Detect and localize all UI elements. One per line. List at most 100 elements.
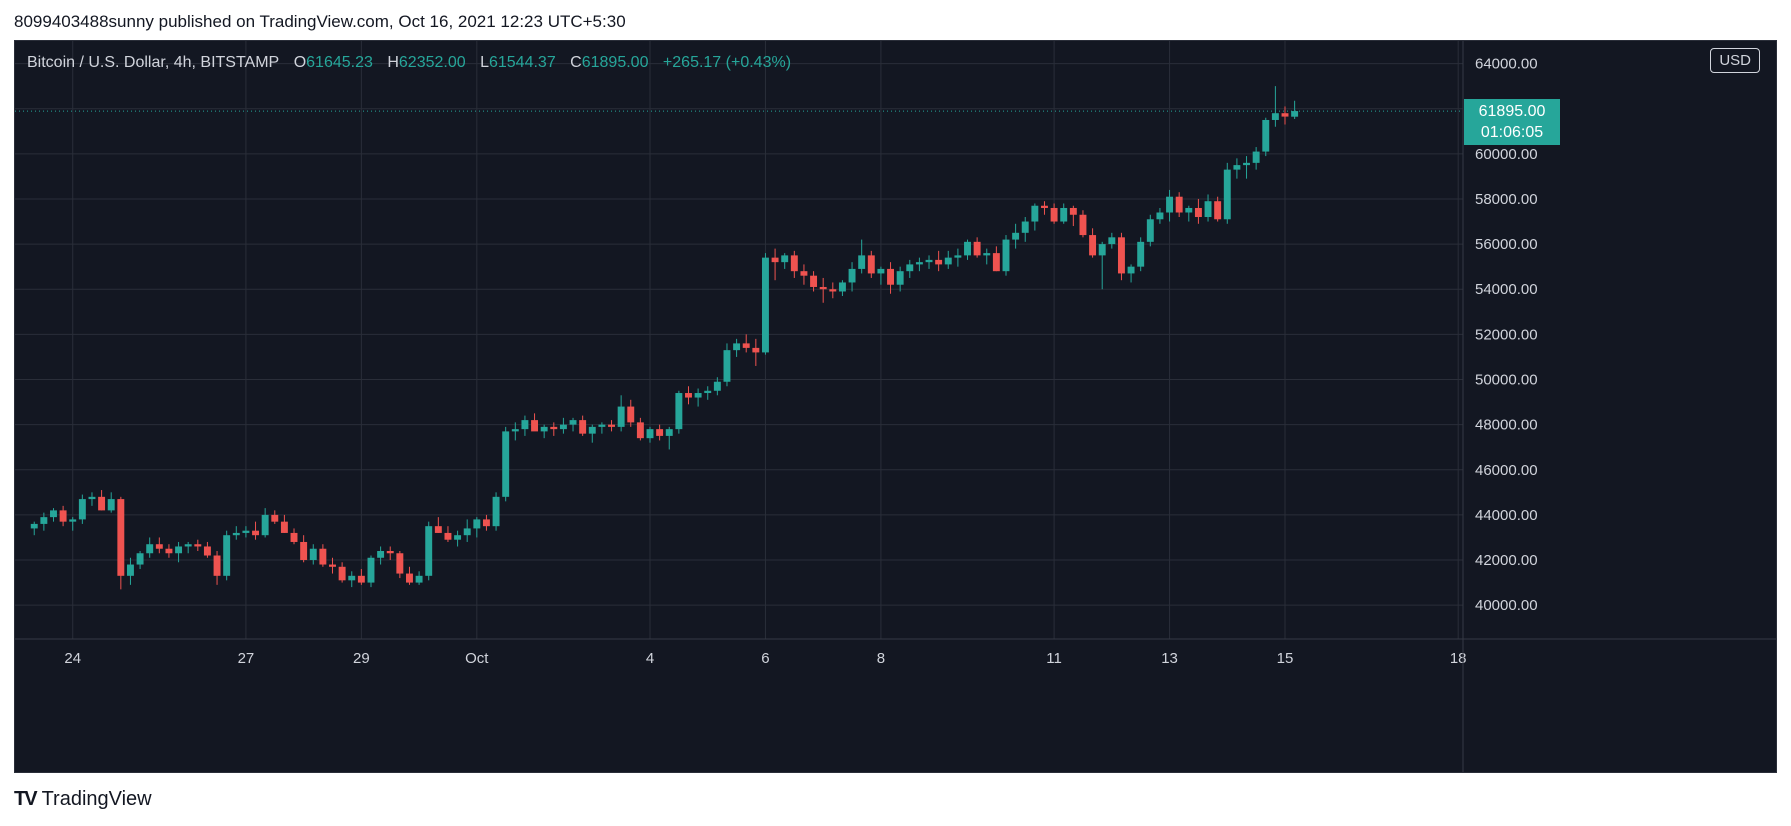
candle-up <box>1243 156 1250 179</box>
candle-up <box>146 537 154 558</box>
currency-button[interactable]: USD <box>1710 48 1760 73</box>
footer-brand[interactable]: TV TradingView <box>14 788 152 811</box>
candle-body <box>867 255 875 274</box>
candle-up <box>858 239 866 274</box>
candle-body <box>1204 201 1212 218</box>
candle-up <box>1137 237 1145 272</box>
candle-down <box>300 535 308 563</box>
candle-up <box>30 521 38 536</box>
candle-up <box>50 508 57 522</box>
candle-body <box>559 424 567 430</box>
open-value: 61645.23 <box>306 54 373 71</box>
candle-up <box>1021 217 1029 242</box>
candle-up <box>588 424 596 443</box>
candle-body <box>829 289 837 292</box>
candle-up <box>617 395 625 432</box>
candle-body <box>1060 207 1068 222</box>
candle-up <box>521 415 529 436</box>
candle-down <box>98 490 106 511</box>
candle-up <box>69 517 77 531</box>
candle-down <box>627 399 635 427</box>
candle-down <box>1214 196 1222 222</box>
candle-up <box>1146 214 1154 247</box>
candle-body <box>155 544 163 549</box>
candle-up <box>78 494 86 524</box>
candle-body <box>329 564 336 567</box>
candle-body <box>242 530 250 533</box>
candle-body <box>521 420 529 430</box>
candle-body <box>338 566 346 581</box>
candle-body <box>194 544 202 547</box>
x-tick-label: Oct <box>465 650 489 667</box>
candle-body <box>1137 241 1145 267</box>
high-label: H <box>387 54 399 71</box>
candle-down <box>685 386 692 405</box>
candle-up <box>1223 162 1231 224</box>
candle-down <box>636 417 644 441</box>
candle-up <box>983 248 991 265</box>
high-value: 62352.00 <box>398 54 466 71</box>
open-label: O <box>293 54 307 71</box>
candle-down <box>1175 192 1183 218</box>
candle-body <box>59 510 67 522</box>
candle-body <box>1271 113 1279 120</box>
candle-body <box>136 553 144 565</box>
candle-up <box>107 492 115 513</box>
candle-body <box>1194 207 1202 218</box>
candle-body <box>742 343 750 348</box>
candle-up <box>944 250 952 269</box>
candle-down <box>59 505 67 527</box>
y-tick-label: 56000.00 <box>1475 236 1538 253</box>
candle-up <box>425 521 433 581</box>
candle-body <box>713 381 721 391</box>
candle-up <box>136 550 144 570</box>
candlestick-chart[interactable]: 40000.00 42000.00 44000.00 46000.00 48000.00… <box>15 41 1776 772</box>
candle-body <box>790 255 798 272</box>
candle-down <box>329 557 336 574</box>
candle-body <box>915 262 923 265</box>
candle-body <box>482 519 490 527</box>
candle-down <box>935 250 943 272</box>
candle-up <box>492 492 500 531</box>
candle-down <box>550 422 558 436</box>
x-tick-label: 29 <box>353 650 370 667</box>
candle-up <box>915 257 923 272</box>
y-tick-label: 44000.00 <box>1475 507 1538 524</box>
candle-up <box>1156 207 1164 224</box>
candle-up <box>223 530 231 581</box>
chart-area[interactable]: 40000.00 42000.00 44000.00 46000.00 48000.00… <box>14 40 1777 773</box>
candle-up <box>1012 223 1020 249</box>
candle-up <box>896 266 904 292</box>
candle-body <box>810 275 818 287</box>
tradingview-logo-icon: TV <box>14 788 38 810</box>
candle-up <box>415 571 423 585</box>
candle-body <box>896 271 904 285</box>
candle-up <box>88 492 96 506</box>
candle-body <box>588 426 596 434</box>
candle-up <box>569 417 577 432</box>
candle-body <box>983 253 991 256</box>
tradingview-wordmark: TradingView <box>41 788 152 810</box>
candle-up <box>1127 264 1135 283</box>
candle-down <box>213 550 221 585</box>
x-tick-label: 27 <box>238 650 255 667</box>
candle-body <box>511 429 519 432</box>
candle-up <box>463 519 471 542</box>
candle-body <box>444 532 452 540</box>
candle-down <box>973 237 981 258</box>
x-tick-label: 13 <box>1161 650 1178 667</box>
candle-body <box>1002 239 1010 272</box>
candle-up <box>175 541 183 563</box>
candle-body <box>608 424 615 427</box>
candle-body <box>656 429 664 436</box>
candle-up <box>309 544 317 565</box>
candle-body <box>386 550 394 554</box>
candle-up <box>454 530 462 547</box>
candle-up <box>1271 86 1279 127</box>
candle-up <box>377 546 385 565</box>
symbol-title[interactable]: Bitcoin / U.S. Dollar, 4h, BITSTAMP <box>27 54 280 71</box>
candle-body <box>569 420 577 425</box>
candle-body <box>290 532 298 542</box>
candle-body <box>675 393 683 430</box>
close-value: 61895.00 <box>581 54 649 71</box>
